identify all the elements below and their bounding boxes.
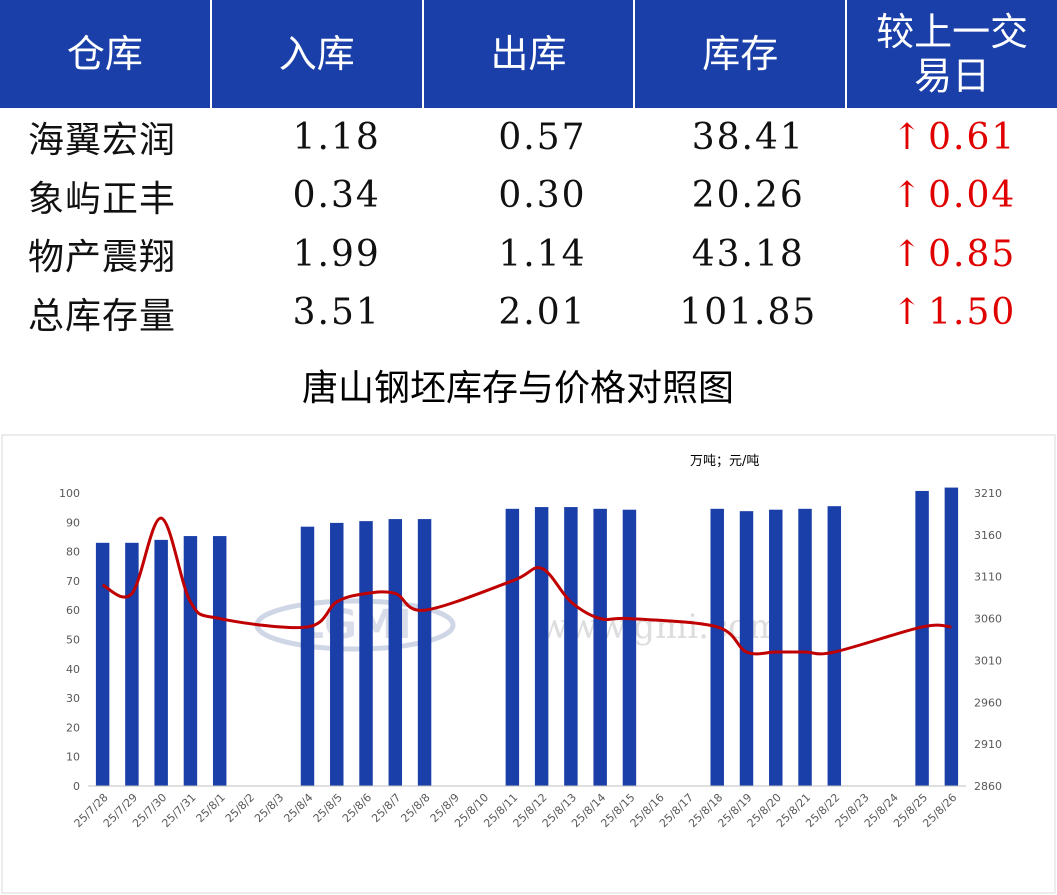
y-left-tick-label: 90 — [66, 516, 80, 529]
inventory-bar — [359, 521, 373, 786]
y-right-tick-label: 3160 — [974, 529, 1002, 542]
warehouse-name: 物产震翔 — [28, 237, 177, 279]
inventory-table: 仓库 入库 出库 库存 较上一交易日 海翼宏润 1.18 0.57 38.41 … — [0, 0, 1057, 342]
header-outbound: 出库 — [424, 0, 636, 108]
y-right-tick-label: 3110 — [974, 571, 1002, 584]
chart-title: 唐山钢坯库存与价格对照图 — [302, 368, 734, 409]
y-left-tick-label: 30 — [66, 692, 80, 705]
inventory-bar — [505, 508, 520, 786]
arrow-up-icon: ↑ — [891, 233, 925, 275]
outbound-value: 0.30 — [498, 175, 587, 217]
inventory-price-chart: 唐山钢坯库存与价格对照图 万吨；元/吨 LGMI www.gmi.com 010… — [1, 368, 1056, 894]
outbound-value: 2.01 — [498, 292, 587, 334]
plot-frame — [1, 434, 1056, 894]
y-right-tick-label: 2960 — [974, 696, 1002, 709]
y-right-tick-label: 3010 — [974, 654, 1002, 667]
inventory-bar — [739, 511, 754, 786]
y-right-tick-label: 2910 — [974, 738, 1002, 751]
inventory-bar — [710, 508, 724, 786]
header-inbound: 入库 — [212, 0, 424, 108]
y-left-tick-label: 40 — [66, 663, 80, 676]
table-row: 海翼宏润 1.18 0.57 38.41 ↑ 0.61 — [0, 108, 1057, 167]
change-value: ↑ 0.04 — [891, 175, 1017, 217]
inventory-bar — [534, 507, 549, 786]
chart-area: 唐山钢坯库存与价格对照图 万吨；元/吨 LGMI www.gmi.com 0 10… — [0, 340, 1057, 895]
inbound-value: 0.34 — [292, 175, 381, 217]
inventory-bar — [212, 536, 227, 786]
inventory-bar — [564, 507, 578, 786]
y-left-tick-label: 0 — [73, 780, 80, 793]
change-value: ↑ 0.61 — [891, 116, 1017, 158]
table-row: 象屿正丰 0.34 0.30 20.26 ↑ 0.04 — [0, 167, 1057, 226]
inventory-bar — [915, 490, 929, 786]
y-left-tick-label: 70 — [66, 575, 80, 588]
price-line — [101, 516, 952, 656]
table-row: 总库存量 3.51 2.01 101.85 ↑ 1.50 — [0, 284, 1057, 343]
change-value: ↑ 0.85 — [891, 233, 1017, 275]
stock-value: 101.85 — [679, 292, 818, 334]
arrow-up-icon: ↑ — [891, 116, 925, 158]
inbound-value: 1.99 — [292, 233, 381, 275]
inventory-bar — [95, 542, 110, 786]
y-right-tick-label: 3060 — [974, 613, 1002, 626]
inventory-bar — [798, 508, 812, 786]
inventory-bar — [417, 519, 432, 786]
y-left-tick-label: 20 — [66, 721, 80, 734]
inbound-value: 1.18 — [292, 116, 381, 158]
inventory-bar — [300, 526, 315, 786]
header-stock: 库存 — [635, 0, 848, 108]
inventory-bar — [183, 536, 198, 786]
outbound-value: 0.57 — [498, 116, 587, 158]
inventory-bar — [593, 508, 607, 786]
inventory-bar — [769, 509, 783, 786]
header-warehouse: 仓库 — [0, 0, 212, 108]
table-row: 物产震翔 1.99 1.14 43.18 ↑ 0.85 — [0, 225, 1057, 284]
inventory-bar — [622, 509, 637, 786]
stock-value: 38.41 — [691, 116, 805, 158]
y-left-tick-label: 80 — [66, 546, 80, 559]
warehouse-name: 海翼宏润 — [28, 120, 177, 162]
warehouse-name: 总库存量 — [28, 295, 177, 337]
inventory-bar — [388, 519, 403, 786]
arrow-up-icon: ↑ — [891, 292, 925, 334]
stock-value: 43.18 — [691, 233, 805, 275]
table-header: 仓库 入库 出库 库存 较上一交易日 — [0, 0, 1057, 108]
stock-value: 20.26 — [691, 175, 805, 217]
header-change: 较上一交易日 — [876, 10, 1029, 98]
y-right-tick-label: 3210 — [974, 487, 1002, 500]
inventory-bar — [125, 542, 139, 786]
inventory-bar — [154, 539, 168, 786]
y-right-tick-label: 2860 — [974, 780, 1002, 793]
inventory-bar — [330, 522, 344, 786]
arrow-up-icon: ↑ — [891, 175, 925, 217]
inbound-value: 3.51 — [292, 292, 381, 334]
y-left-tick-label: 100 — [59, 487, 80, 500]
inventory-bar — [944, 487, 959, 786]
y-left-tick-label: 50 — [66, 634, 80, 647]
inventory-bar — [827, 506, 842, 786]
change-value: ↑ 1.50 — [891, 292, 1017, 334]
y-left-tick-label: 60 — [66, 604, 80, 617]
warehouse-name: 象屿正丰 — [28, 178, 177, 220]
outbound-value: 1.14 — [498, 233, 587, 275]
unit-label: 万吨；元/吨 — [690, 454, 759, 469]
y-left-tick-label: 10 — [66, 751, 80, 764]
